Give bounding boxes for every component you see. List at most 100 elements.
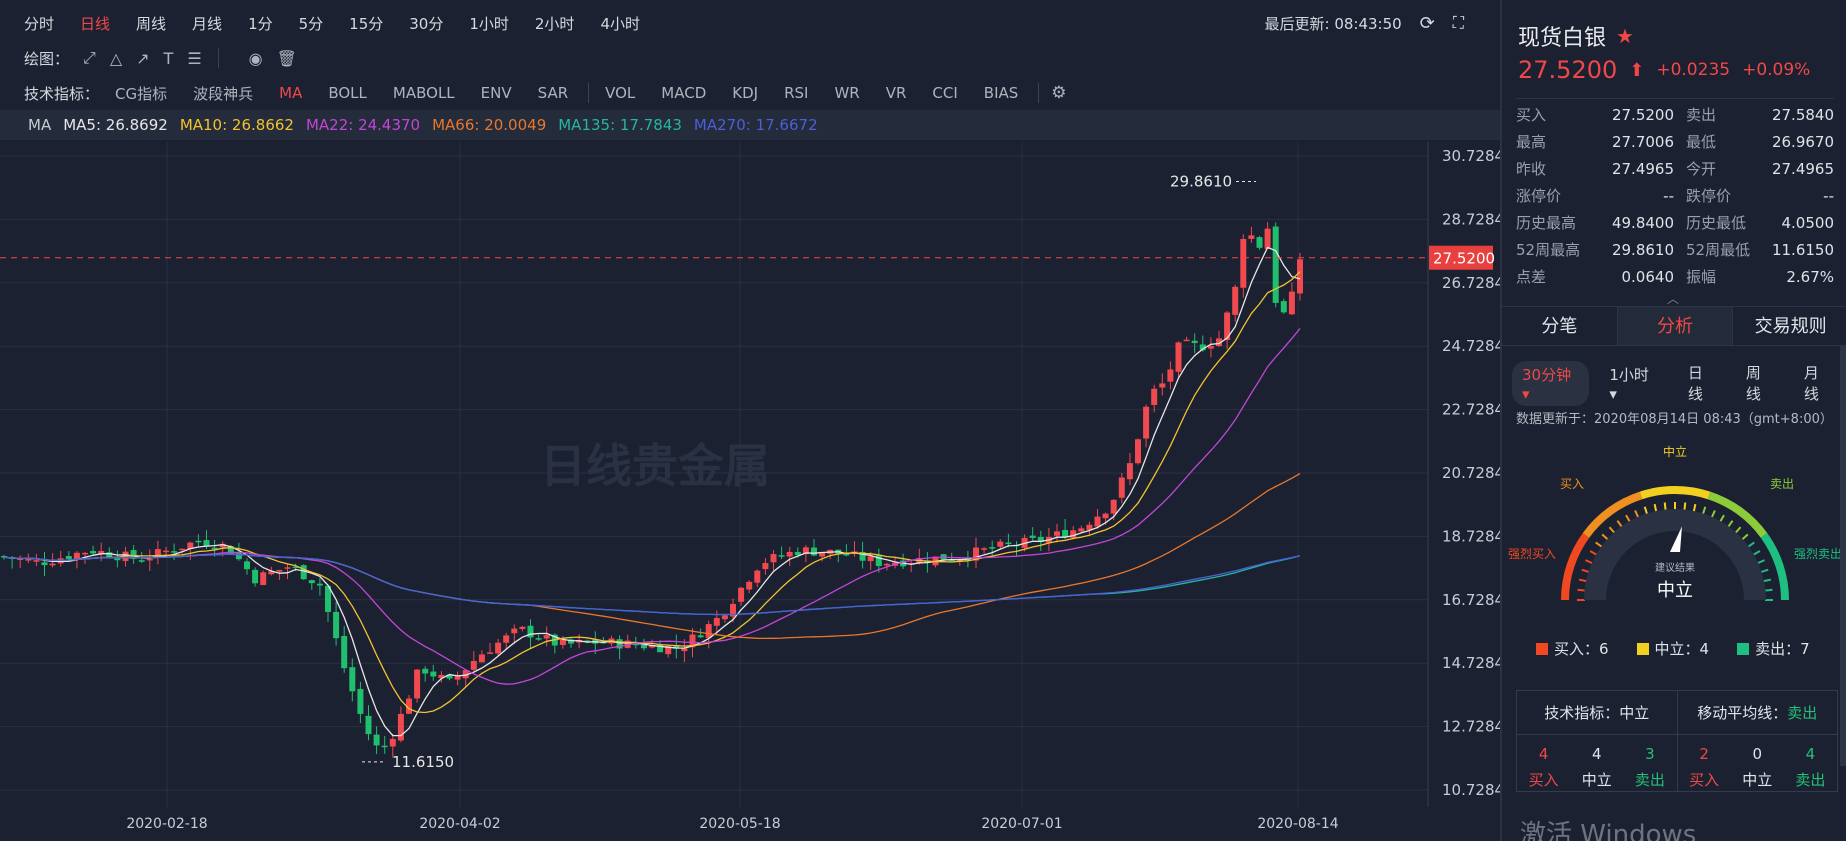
triangle-tool-icon[interactable]: △ xyxy=(109,48,123,68)
period-tab[interactable]: 2小时 xyxy=(534,14,575,33)
panel-tab[interactable]: 分笔 xyxy=(1541,316,1578,337)
panel-scrollbar[interactable] xyxy=(1840,346,1846,766)
gear-icon[interactable]: ⚙ xyxy=(1051,83,1067,103)
indicator-波段神兵[interactable]: 波段神兵 xyxy=(193,84,254,103)
candle xyxy=(454,671,461,686)
gauge-tick xyxy=(1764,588,1773,592)
candle xyxy=(802,545,809,563)
gauge-tick xyxy=(1653,503,1658,513)
indicator-maboll[interactable]: MABOLL xyxy=(392,84,455,102)
candle xyxy=(462,669,469,687)
timeframe-tab[interactable]: 月线 xyxy=(1803,364,1819,403)
quote-value: 26.9670 xyxy=(1771,132,1834,151)
chart-svg[interactable]: 30.7284 28.7284 26.7284 24.7284 22.7284 20.72… xyxy=(0,142,1504,807)
candle-body xyxy=(171,551,178,553)
period-tab[interactable]: 15分 xyxy=(349,14,384,33)
quote-value: 2.67% xyxy=(1786,267,1834,286)
candle-body xyxy=(1078,528,1085,532)
candle-body xyxy=(1118,477,1125,498)
eye-icon[interactable]: ◉ xyxy=(248,48,263,68)
candle-body xyxy=(1070,530,1077,538)
candle-body xyxy=(260,572,267,586)
timeframe-tab[interactable]: 日线 xyxy=(1687,364,1703,403)
candle-body xyxy=(1005,542,1012,545)
timeframe-tab[interactable]: 1小时 ▾ xyxy=(1609,365,1649,403)
arrow-tool-icon[interactable]: ↗ xyxy=(136,48,150,68)
collapse-icon[interactable]: ︿ xyxy=(1667,292,1680,306)
gauge-tick xyxy=(1741,533,1749,541)
candle xyxy=(624,634,631,649)
period-tab[interactable]: 5分 xyxy=(298,14,324,33)
candle xyxy=(1216,330,1222,348)
candle-body xyxy=(811,547,817,556)
candle xyxy=(1232,284,1239,322)
indicator-sar[interactable]: SAR xyxy=(537,84,569,102)
indicator-vol[interactable]: VOL xyxy=(605,84,636,102)
candle-body xyxy=(1,556,7,558)
indicator-cg指标[interactable]: CG指标 xyxy=(115,84,168,103)
indicator-macd[interactable]: MACD xyxy=(661,84,707,102)
candle xyxy=(819,552,826,562)
gauge-tick xyxy=(1595,541,1603,548)
quote-row: 买入 27.5200 卖出 27.5840 xyxy=(1516,101,1834,128)
refresh-icon[interactable]: ⟳ xyxy=(1419,12,1435,34)
indicator-bias[interactable]: BIAS xyxy=(983,84,1019,102)
timeframe-tab[interactable]: 周线 xyxy=(1745,364,1761,403)
period-tab[interactable]: 1分 xyxy=(248,14,273,33)
fib-tool-icon[interactable]: ☰ xyxy=(187,48,202,68)
indicator-boll[interactable]: BOLL xyxy=(328,84,367,102)
period-tab[interactable]: 日线 xyxy=(80,14,111,33)
fullscreen-icon[interactable]: ⛶ xyxy=(1452,13,1464,32)
candle xyxy=(875,548,882,573)
period-tab[interactable]: 分时 xyxy=(24,14,55,33)
candle-body xyxy=(730,603,736,617)
candle xyxy=(406,694,412,715)
trash-icon[interactable]: 🗑 xyxy=(276,48,297,68)
gauge-segment xyxy=(1582,491,1643,538)
candle xyxy=(1005,533,1012,548)
panel-tab[interactable]: 分析 xyxy=(1616,307,1734,345)
data-updated: 数据更新于：2020年08月14日 08:43（gmt+8:00） xyxy=(1516,412,1833,427)
timeframe-tab[interactable]: 30分钟 ▾ xyxy=(1512,360,1590,406)
line-tool-icon[interactable]: ⤢ xyxy=(83,48,96,67)
period-tab[interactable]: 30分 xyxy=(409,14,444,33)
y-tick-label: 12.7284 xyxy=(1442,718,1500,736)
candle xyxy=(721,613,728,623)
legend-label: 卖出：7 xyxy=(1755,640,1810,658)
indicator-cci[interactable]: CCI xyxy=(932,84,958,102)
period-tab[interactable]: 月线 xyxy=(192,14,223,33)
indicator-wr[interactable]: WR xyxy=(834,84,860,102)
indicator-rsi[interactable]: RSI xyxy=(784,84,809,102)
candle-body xyxy=(114,558,121,561)
quote-key: 跌停价 xyxy=(1686,187,1732,205)
period-tab[interactable]: 4小时 xyxy=(600,14,640,33)
candle xyxy=(697,628,704,638)
period-tab[interactable]: 1小时 xyxy=(469,14,509,33)
candle xyxy=(389,733,396,758)
candle-body xyxy=(754,570,761,583)
quote-key: 点差 xyxy=(1516,268,1547,286)
legend-item: 中立：4 xyxy=(1636,638,1709,659)
candle xyxy=(754,569,761,588)
candle-body xyxy=(341,635,348,669)
gauge-inner xyxy=(1584,509,1766,601)
indicator-env[interactable]: ENV xyxy=(480,84,512,102)
indicator-vr[interactable]: VR xyxy=(885,84,907,102)
quote-key: 涨停价 xyxy=(1516,187,1562,205)
candlestick-chart[interactable]: 30.7284 28.7284 26.7284 24.7284 22.7284 20.72… xyxy=(0,142,1504,807)
period-tab[interactable]: 周线 xyxy=(136,14,167,33)
text-tool-icon[interactable]: T xyxy=(163,48,174,68)
candle xyxy=(284,563,291,580)
legend-label: 买入：6 xyxy=(1554,640,1609,658)
candle-body xyxy=(381,745,388,748)
ma-line-66 xyxy=(3,473,1301,640)
indicator-kdj[interactable]: KDJ xyxy=(732,84,759,102)
star-icon[interactable]: ★ xyxy=(1616,24,1634,48)
panel-tab[interactable]: 交易规则 xyxy=(1754,316,1827,337)
y-tick-label: 24.7284 xyxy=(1442,337,1500,355)
indicator-ma[interactable]: MA xyxy=(279,84,303,102)
candle xyxy=(843,544,850,557)
candle-body xyxy=(883,563,890,566)
divider xyxy=(217,48,219,68)
candle-body xyxy=(163,550,169,553)
